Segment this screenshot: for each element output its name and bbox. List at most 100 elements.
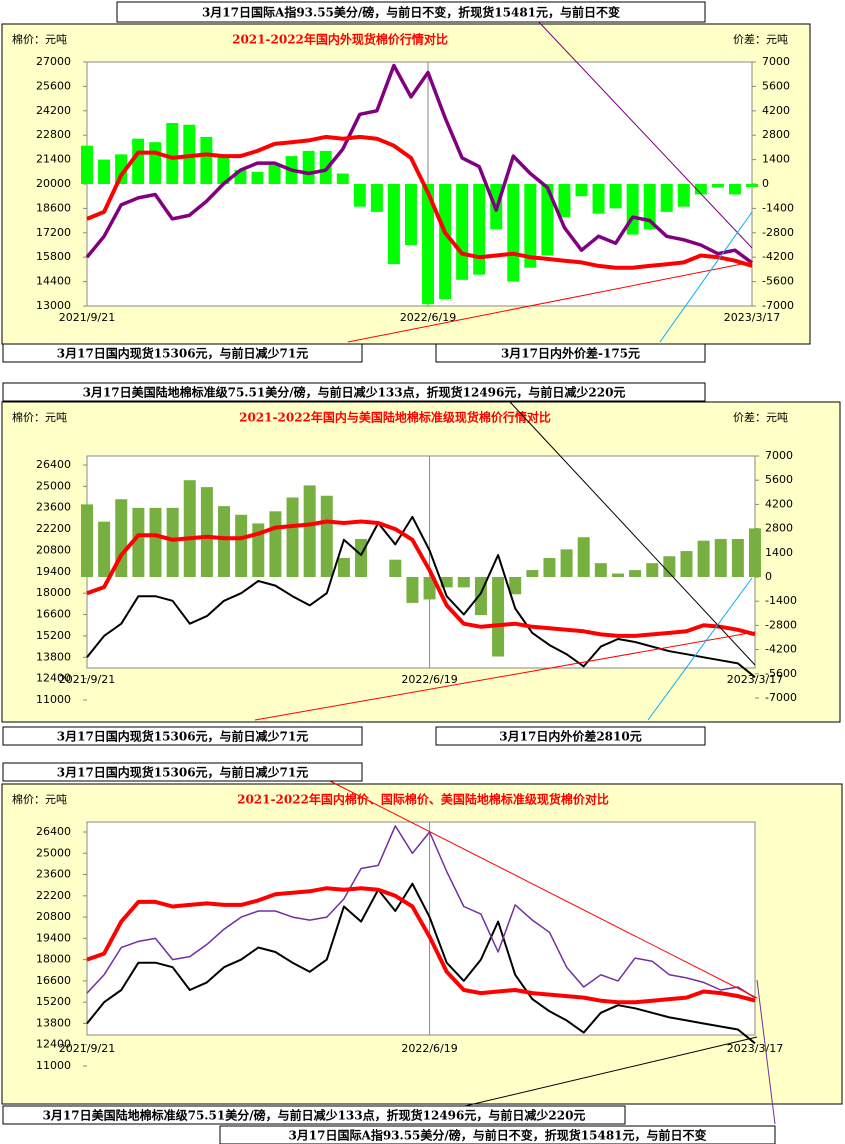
bar [697,540,710,577]
y-tick-label: 27000 [36,55,71,68]
bar [355,538,368,577]
bar [251,171,264,184]
y-tick-label: 18000 [36,953,71,966]
bar [609,184,622,209]
bar [746,184,758,188]
note-box [219,1125,776,1144]
chart: 2021-2022年国内外现货棉价行情对比 棉价：元吨 价差：元吨 13000 1440… [1,23,811,345]
y-tick-label: 20000 [36,177,71,190]
y-tick-label: 20800 [36,543,71,556]
bar [457,577,470,588]
x-tick-label: 2021/9/21 [59,1042,115,1055]
x-tick-label: 2023/3/17 [724,311,780,324]
y2-tick-label: 0 [765,570,772,583]
y2-tick-label: -5600 [765,667,797,680]
bar [524,184,537,268]
bar [252,523,265,577]
bar [183,480,196,577]
y2-tick-label: 2800 [765,522,793,535]
bar [714,538,727,577]
note-text: 3月17日内外价差-175元 [501,346,640,361]
note-text: 3月17日内外价差2810元 [499,729,641,744]
y-tick-label: 23600 [36,868,71,881]
y-tick-label: 26400 [36,458,71,471]
note-box [2,1105,626,1125]
bar [115,154,128,184]
bar [592,184,605,214]
y-tick-label: 22200 [36,889,71,902]
bar [473,184,486,275]
y2-tick-label: 7000 [762,55,790,68]
bar [456,184,469,280]
bar [509,577,522,595]
y-axis-label: 棉价：元吨 [12,410,67,424]
bar [541,184,554,256]
bar [98,521,111,577]
bar [663,556,676,577]
note-box [2,382,706,402]
bar [302,150,315,184]
bar [492,577,505,657]
bar [166,123,179,184]
y-tick-label: 11000 [36,693,71,706]
y-tick-label: 18000 [36,586,71,599]
bar [268,164,281,184]
pointer-line [347,261,753,343]
bar [575,184,588,197]
bar [132,138,145,184]
y-axis-label: 棉价：元吨 [12,792,67,806]
pointer-line [464,1036,758,1107]
y2-tick-label: 4200 [762,104,790,117]
note-box [116,1,706,23]
y-tick-label: 13000 [36,299,71,312]
line-series [85,63,754,265]
y-tick-label: 15200 [36,629,71,642]
y-tick-label: 11000 [36,1059,71,1072]
note-text: 3月17日国际A指93.55美分/磅，与前日不变，折现货15481元，与前日不变 [202,5,620,20]
bar [98,159,111,184]
y2-tick-label: 5600 [765,473,793,486]
y-tick-label: 12400 [36,1038,71,1051]
bar [235,514,248,577]
y2-tick-label: -4200 [762,250,794,263]
bar [507,184,520,282]
y-tick-label: 26400 [36,825,71,838]
y-tick-label: 21400 [36,153,71,166]
bar [286,497,299,577]
y2-tick-label: -5600 [762,275,794,288]
bar [660,184,673,212]
note-box [2,343,363,363]
bar [81,504,93,577]
line-series [86,886,756,1005]
y2-tick-label: -2800 [765,618,797,631]
y-tick-label: 19400 [36,565,71,578]
note-text: 3月17日国际A指93.55美分/磅，与前日不变，折现货15481元，与前日不变 [288,1128,706,1143]
bar [303,485,316,577]
y2-tick-label: 0 [762,177,769,190]
bar [643,184,656,230]
chart: 2021-2022年国内棉价、国际棉价、美国陆地棉标准级现货棉价对比 棉价：元吨 1… [1,783,843,1105]
y2-tick-label: 7000 [765,449,793,462]
note-box [435,726,706,746]
bar [200,487,213,577]
y-tick-label: 25000 [36,479,71,492]
y2-tick-label: -1400 [762,201,794,214]
y-tick-label: 22200 [36,522,71,535]
note-text: 3月17日美国陆地棉标准级75.51美分/磅，与前日减少133点，折现货1249… [43,1108,586,1123]
plot-area [86,821,756,1036]
bar [626,184,639,235]
bar [149,507,162,577]
y2-axis-label: 价差：元吨 [733,410,788,424]
pointer-line [647,577,753,721]
bar [577,537,590,577]
bar [680,551,693,577]
y2-tick-label: -7000 [765,691,797,704]
pointer-line [254,631,756,721]
pointer-line [509,401,756,666]
bar [594,563,607,577]
y2-tick-label: -7000 [762,299,794,312]
bar [336,173,349,184]
bar [166,507,179,577]
bar [337,557,350,577]
